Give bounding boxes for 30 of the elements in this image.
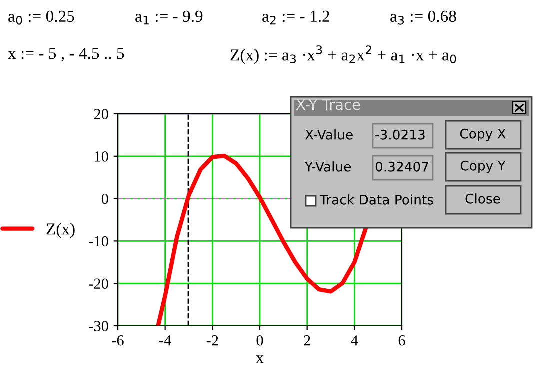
- y-tick-label: -20: [89, 278, 108, 290]
- x-tick-label: 2: [304, 336, 310, 346]
- annotation: Track Data Points: [320, 194, 434, 205]
- y-tick-label: 10: [95, 152, 108, 162]
- y-tick-label: -10: [89, 236, 108, 247]
- text: Copy X: [460, 128, 506, 142]
- text: a$_{3}$ := 0.68: [390, 10, 456, 25]
- x-tick-label: -2: [206, 336, 218, 346]
- x-tick-label: 4: [351, 336, 358, 346]
- y-tick-label: -30: [89, 321, 108, 332]
- text: x := - 5 , - 4.5 .. 5: [8, 48, 124, 62]
- text: Close: [466, 194, 500, 204]
- text: a$_{0}$ := 0.25: [8, 10, 74, 25]
- x-tick-label: 0: [256, 335, 264, 346]
- text: X-Y Trace: [296, 99, 360, 110]
- x-tick-label: 6: [398, 336, 406, 346]
- y-tick-label: 20: [94, 109, 108, 120]
- x-tick-label: -6: [112, 336, 124, 346]
- annotation: X-Value: [305, 130, 353, 140]
- annotation: 0.32407: [376, 162, 428, 172]
- text: Z(x) := a$_{3}$ ·x$^{3}$ + a$_{2}$x$^{2}$ + a$_{1}$ ·x + a$_{0}$: [230, 46, 456, 64]
- annotation: Y-Value: [304, 162, 352, 172]
- y-tick-label: 0: [102, 194, 108, 204]
- annotation: -3.0213: [376, 130, 425, 140]
- text: Copy Y: [460, 160, 506, 174]
- x-axis-title: x: [256, 356, 264, 364]
- legend-label: Z(x): [46, 223, 75, 238]
- text: a$_{1}$ := - 9.9: [136, 10, 203, 25]
- x-tick-label: -4: [160, 336, 172, 346]
- text: a$_{2}$ := - 1.2: [262, 10, 330, 25]
